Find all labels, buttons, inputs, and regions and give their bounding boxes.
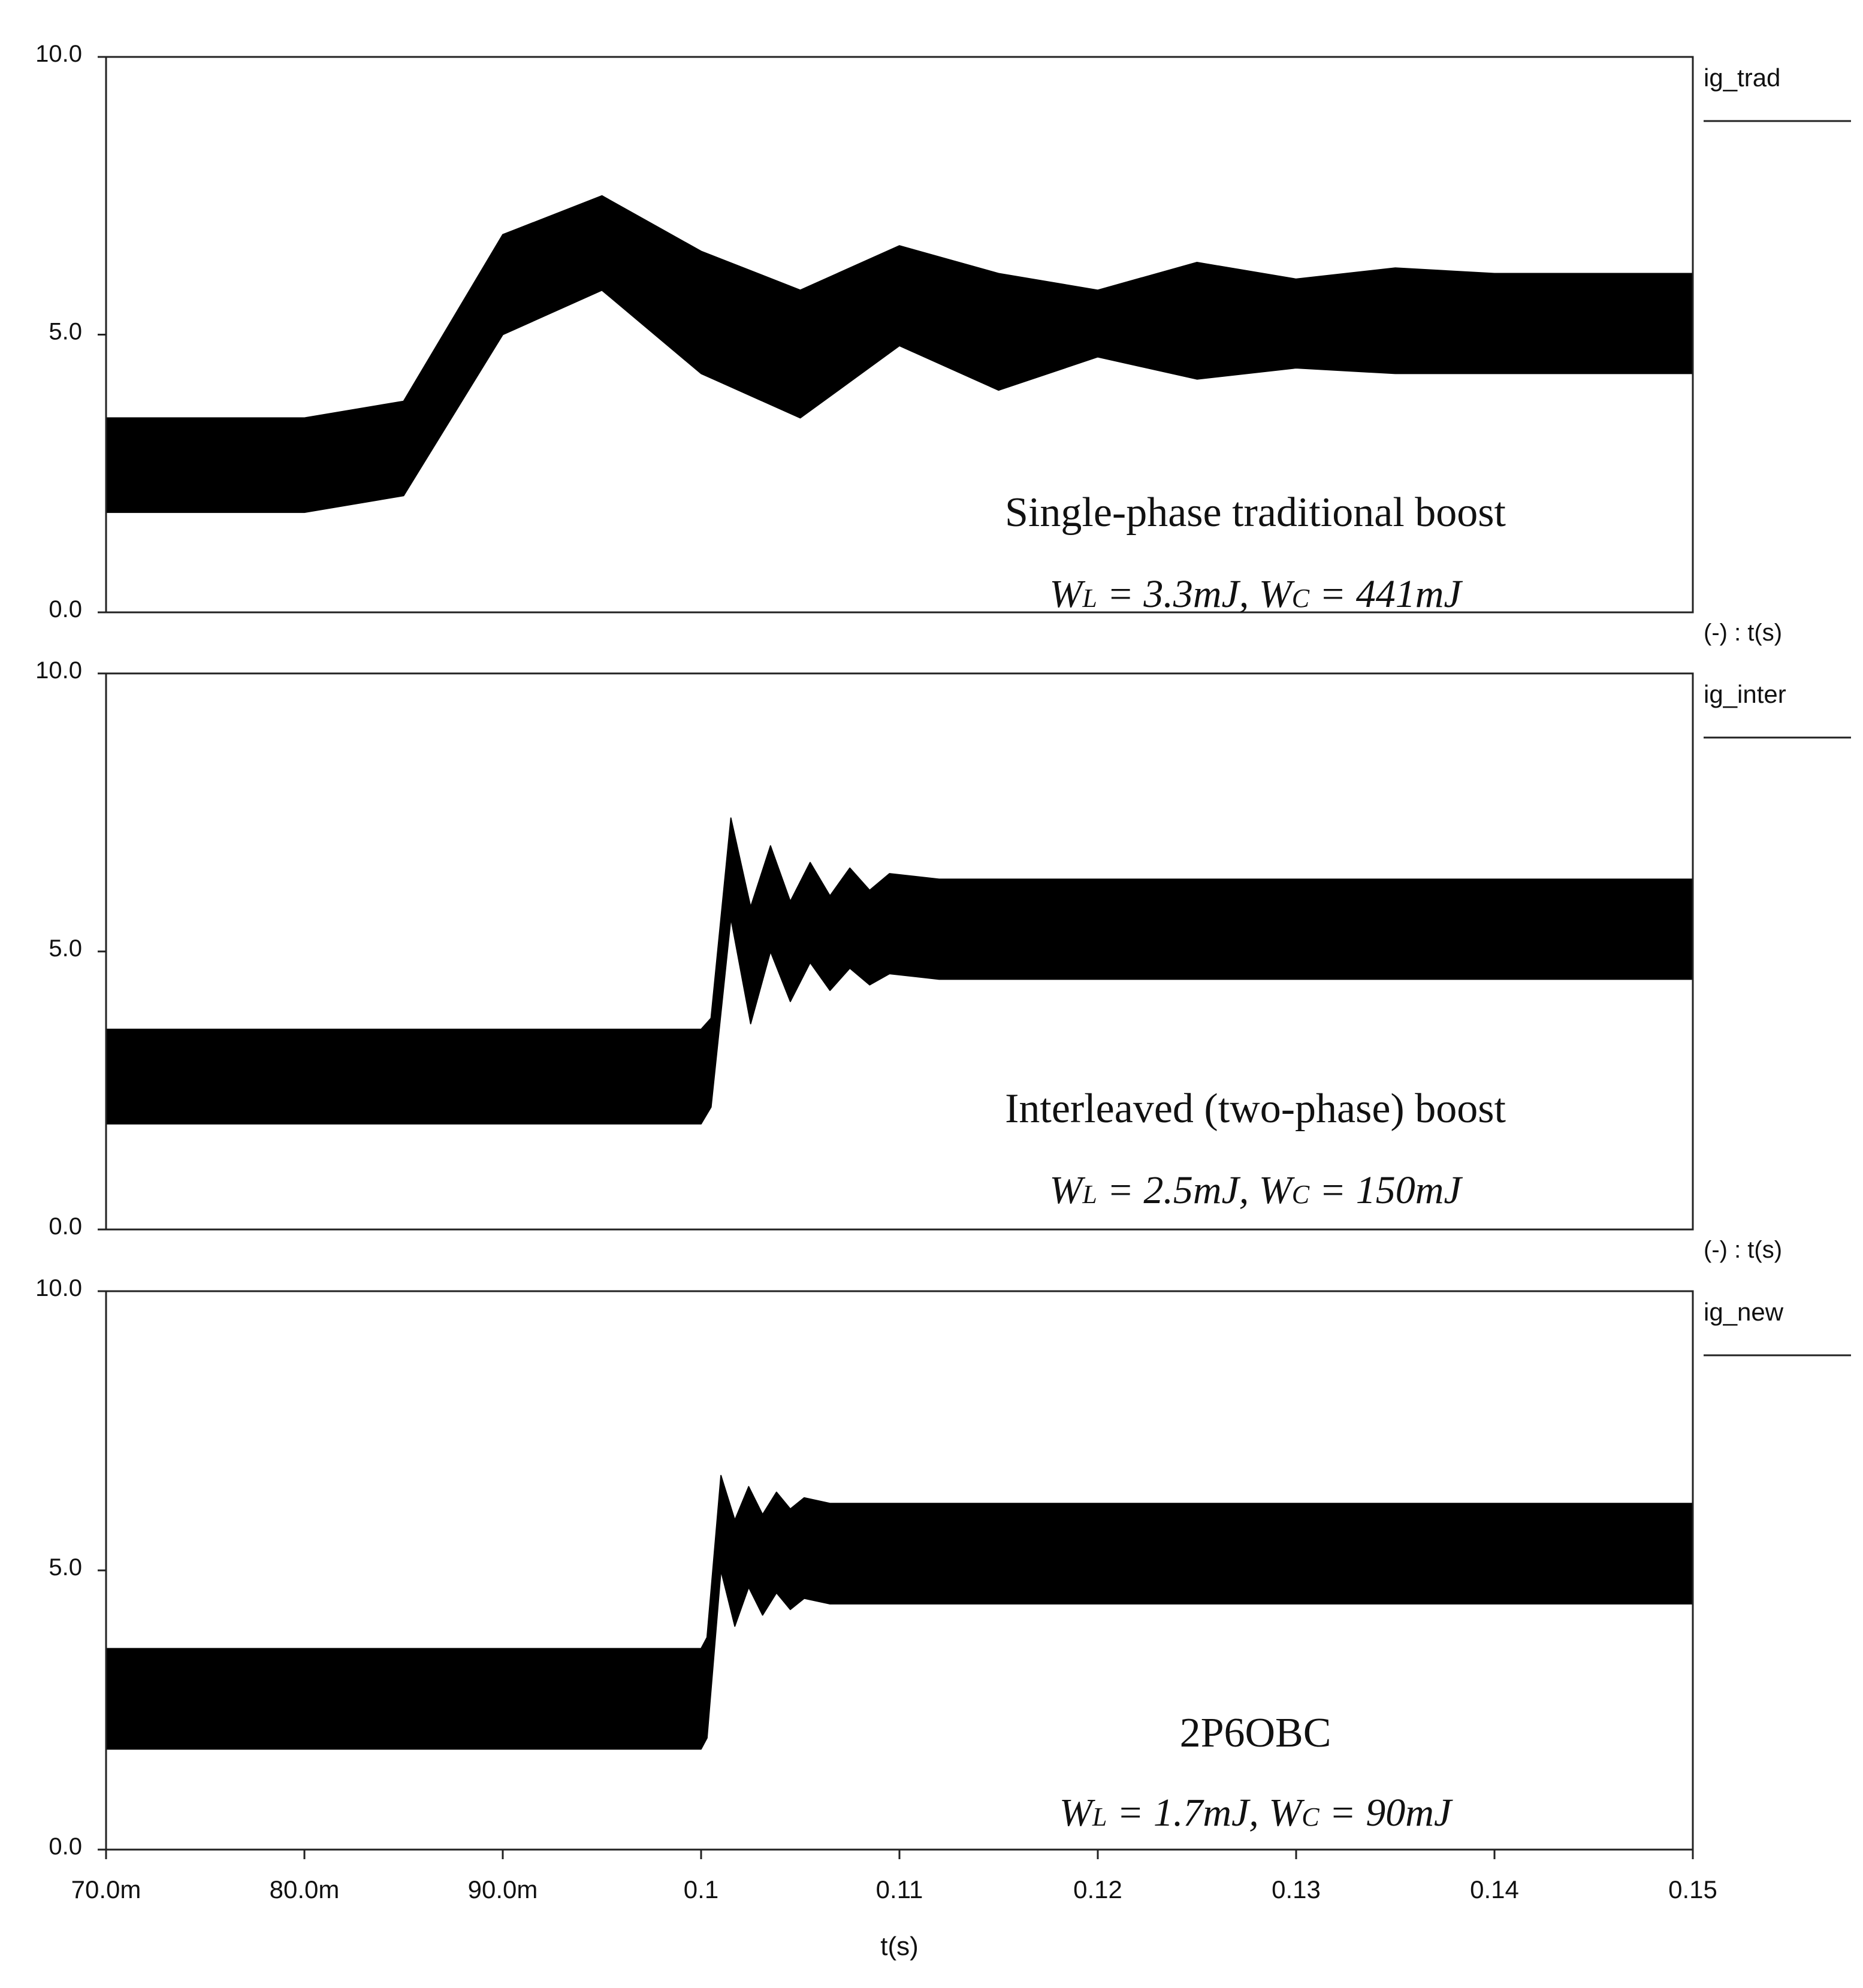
x-tick-label: 70.0m — [71, 1875, 141, 1904]
x-tick-label: 90.0m — [468, 1875, 538, 1904]
annotation-energy: WL = 1.7mJ, WC = 90mJ — [1059, 1791, 1453, 1835]
axis-unit-label: (-) : t(s) — [1704, 620, 1782, 646]
y-tick-label: 0.0 — [49, 1833, 82, 1860]
chart-panel-3: 0.0 5.0 10.0 ig_new 70.0m 80.0m 90.0m 0.1 0.11 0.… — [35, 1275, 1851, 1961]
energy-wl-value: = 1.7mJ, — [1107, 1791, 1269, 1835]
waveform-envelope — [105, 1475, 1693, 1750]
y-tick-label: 5.0 — [49, 319, 82, 345]
x-tick-label: 0.15 — [1668, 1875, 1717, 1904]
energy-wc-value: = 150mJ — [1309, 1168, 1463, 1212]
x-tick-label: 0.14 — [1470, 1875, 1519, 1904]
x-tick-label: 0.1 — [684, 1875, 718, 1904]
x-axis-label: t(s) — [880, 1932, 919, 1961]
waveform-envelope — [105, 195, 1693, 513]
chart-panel-1: 0.0 5.0 10.0 ig_trad (-) : t(s) Single-phase … — [35, 41, 1851, 646]
annotation-energy: WL = 3.3mJ, WC = 441mJ — [1049, 572, 1463, 616]
energy-wc-subscript: C — [1292, 1180, 1310, 1209]
energy-wl-subscript: L — [1092, 1802, 1107, 1832]
x-tick-label: 0.13 — [1272, 1875, 1321, 1904]
legend-series-name: ig_trad — [1704, 64, 1780, 92]
x-tick-label: 0.12 — [1073, 1875, 1122, 1904]
y-tick-label: 10.0 — [35, 657, 82, 684]
y-tick-label: 0.0 — [49, 596, 82, 623]
y-tick-label: 5.0 — [49, 935, 82, 962]
energy-wc-subscript: C — [1302, 1802, 1320, 1832]
energy-wl-symbol: W — [1049, 1168, 1085, 1212]
y-tick-label: 5.0 — [49, 1554, 82, 1581]
axis-unit-label: (-) : t(s) — [1704, 1237, 1782, 1263]
energy-wc-value: = 90mJ — [1320, 1791, 1453, 1835]
energy-wc-subscript: C — [1292, 584, 1310, 613]
annotation-title: Interleaved (two-phase) boost — [1005, 1086, 1506, 1132]
waveform-envelope — [105, 817, 1693, 1125]
energy-wl-subscript: L — [1082, 584, 1097, 613]
annotation-title: Single-phase traditional boost — [1005, 490, 1506, 536]
energy-wl-value: = 3.3mJ, — [1097, 572, 1259, 616]
energy-wl-symbol: W — [1049, 572, 1085, 616]
energy-wc-symbol: W — [1259, 1168, 1295, 1212]
energy-wc-value: = 441mJ — [1309, 572, 1463, 616]
x-tick-label: 80.0m — [270, 1875, 340, 1904]
annotation-title: 2P6OBC — [1180, 1710, 1331, 1756]
energy-wc-symbol: W — [1269, 1791, 1305, 1835]
y-tick-label: 10.0 — [35, 1275, 82, 1301]
x-tick-label: 0.11 — [876, 1875, 923, 1904]
legend-series-name: ig_new — [1704, 1298, 1784, 1326]
energy-wc-symbol: W — [1259, 572, 1295, 616]
annotation-energy: WL = 2.5mJ, WC = 150mJ — [1049, 1168, 1463, 1212]
y-tick-label: 0.0 — [49, 1213, 82, 1240]
energy-wl-symbol: W — [1059, 1791, 1095, 1835]
legend-series-name: ig_inter — [1704, 680, 1786, 708]
y-tick-label: 10.0 — [35, 41, 82, 67]
chart-panel-2: 0.0 5.0 10.0 ig_inter (-) : t(s) Interleaved … — [35, 657, 1851, 1263]
energy-wl-value: = 2.5mJ, — [1097, 1168, 1259, 1212]
energy-wl-subscript: L — [1082, 1180, 1097, 1209]
